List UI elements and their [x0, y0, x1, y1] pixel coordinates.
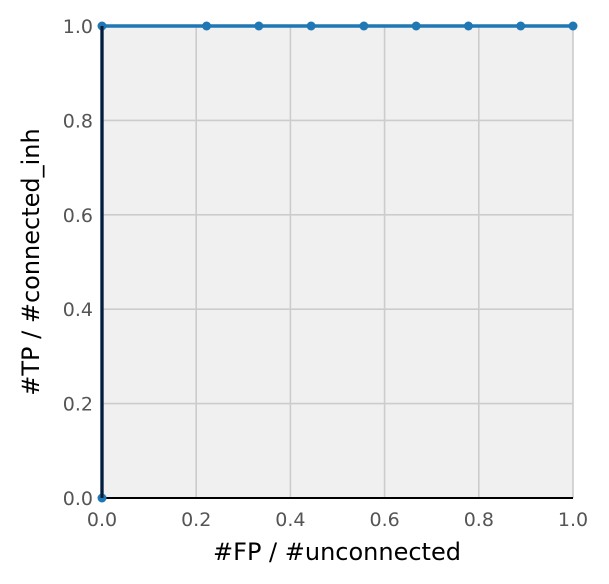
x-tick-label: 0.2 [181, 509, 211, 531]
y-tick-label: 0.8 [63, 110, 93, 132]
x-tick-label: 0.0 [87, 509, 117, 531]
x-tick-label: 1.0 [558, 509, 588, 531]
data-point [359, 21, 369, 31]
series-group [97, 21, 578, 503]
y-axis-label: #TP / #connected_inh [17, 128, 45, 395]
series-line [100, 24, 575, 500]
y-tick-label: 0.6 [63, 205, 93, 227]
data-point [202, 21, 212, 31]
x-tick-label: 0.8 [464, 509, 494, 531]
data-point [254, 21, 264, 31]
y-tick-label: 0.4 [63, 299, 93, 321]
x-tick-labels: 0.0 0.2 0.4 0.6 0.8 1.0 [87, 509, 588, 531]
data-point [516, 21, 526, 31]
y-tick-label: 0.0 [63, 488, 93, 510]
y-tick-label: 0.2 [63, 394, 93, 416]
data-point [463, 21, 473, 31]
plot-background [102, 26, 573, 498]
x-tick-label: 0.4 [275, 509, 305, 531]
data-point [411, 21, 421, 31]
x-axis-label: #FP / #unconnected [213, 538, 461, 566]
x-tick-label: 0.6 [369, 509, 399, 531]
data-point [568, 21, 578, 31]
data-point [306, 21, 316, 31]
y-tick-labels: 0.0 0.2 0.4 0.6 0.8 1.0 [63, 16, 93, 510]
y-tick-label: 1.0 [63, 16, 93, 38]
